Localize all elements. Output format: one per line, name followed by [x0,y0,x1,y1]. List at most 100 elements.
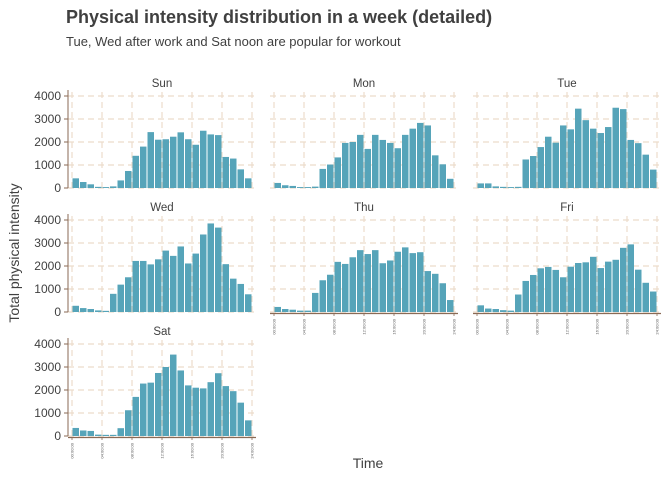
bar [522,280,529,312]
bar [439,164,446,188]
bar [110,293,117,312]
bar [102,310,109,312]
facet-label: Sat [153,326,171,338]
bar [357,250,364,312]
bar [507,310,514,312]
y-tick-label: 2000 [34,135,61,149]
bar [409,253,416,312]
bar [125,277,132,312]
bar [522,159,529,188]
x-tick-label: 04:00:00 [100,442,105,458]
bar [627,139,634,188]
facet-sun: Sun 0 1000 2000 3000 4000 [34,78,256,195]
bar [627,244,634,312]
bar [289,309,296,312]
bar [372,250,379,312]
facet-sat: Sat 0 1000 2000 3000 4000 00:00:00 04:00:00 08:0… [34,326,256,459]
bar [140,146,147,188]
x-tick-label: 20:00:00 [422,318,427,334]
bar [117,284,124,312]
y-tick-label: 1000 [34,406,61,420]
y-tick-label: 3000 [34,360,61,374]
bar [447,178,454,188]
bar [72,305,79,312]
bar [237,169,244,188]
bar [432,273,439,312]
bar [620,109,627,188]
y-tick-label: 2000 [34,259,61,273]
bar [274,182,281,188]
bar [500,186,507,188]
bar [237,402,244,436]
bar [545,266,552,312]
bar [605,261,612,312]
bar [477,183,484,188]
bar [282,309,289,312]
bar [230,391,237,436]
facet-fri: Fri 00:00:00 04:00:00 08:00:00 12:00:00 16:00… [473,202,661,335]
bar [245,420,252,436]
bar [95,310,102,312]
bars [72,354,252,436]
bar [530,274,537,312]
bar [485,308,492,312]
bar [312,186,319,188]
y-tick-label: 4000 [34,89,61,103]
bar [327,164,334,188]
bar [349,257,356,312]
bar [327,274,334,312]
x-tick-label: 16:00:00 [595,318,600,334]
x-tick-label: 08:00:00 [535,318,540,334]
bars [477,244,657,312]
facet-mon: Mon [270,78,458,189]
bar [537,268,544,312]
x-tick-label: 08:00:00 [332,318,337,334]
bar [215,135,222,188]
x-tick-label: 04:00:00 [505,318,510,334]
bar [87,184,94,188]
bar [297,310,304,312]
x-tick-label: 20:00:00 [220,442,225,458]
bar [492,309,499,312]
bar [319,168,326,188]
bar [635,269,642,312]
bar [424,271,431,312]
bar [342,263,349,312]
bar [170,354,177,436]
bar [372,134,379,188]
facet-wed: Wed 0 1000 2000 3000 4000 [34,202,256,319]
bar [230,278,237,312]
bar [72,427,79,436]
x-tick-label: 24:00:00 [250,442,255,458]
bar [319,280,326,312]
bar [364,254,371,312]
bar [424,125,431,188]
bar [207,382,214,436]
bar [170,136,177,188]
bar [102,434,109,436]
facet-label: Wed [150,202,173,214]
bar [95,434,102,436]
bar [642,154,649,188]
grid [68,92,256,189]
bar [222,156,229,188]
bar [642,282,649,312]
bar [394,148,401,188]
bar [185,385,192,436]
bar [582,120,589,188]
bar [447,300,454,312]
y-tick-label: 3000 [34,112,61,126]
bar [245,294,252,312]
bar [132,396,139,436]
bar [200,130,207,188]
bar [620,247,627,312]
grid [270,92,458,189]
y-axis-title: Total physical intensity [6,183,22,322]
bar [552,142,559,188]
bar [155,139,162,188]
y-tick-label: 1000 [34,158,61,172]
bar [147,382,154,436]
bar [200,234,207,312]
facet-label: Sun [152,78,172,90]
